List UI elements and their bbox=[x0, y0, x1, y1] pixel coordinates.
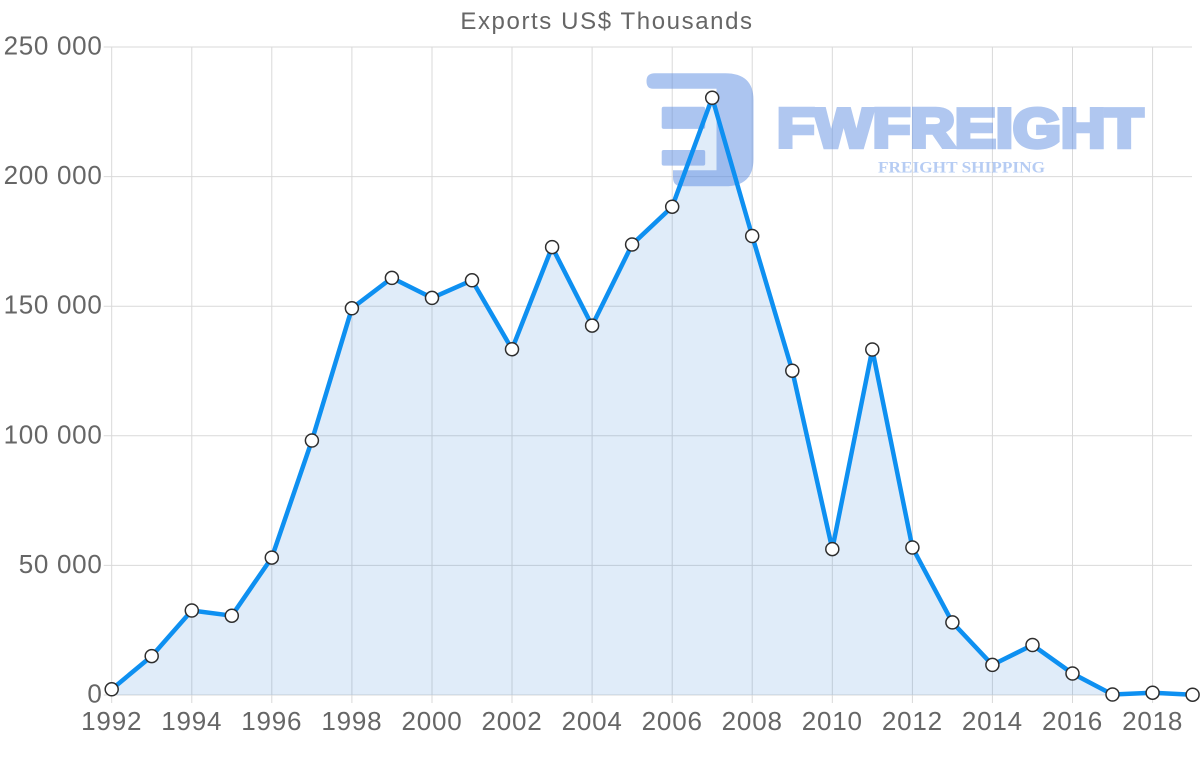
svg-text:2012: 2012 bbox=[882, 706, 943, 736]
svg-text:1992: 1992 bbox=[81, 706, 142, 736]
svg-text:2014: 2014 bbox=[962, 706, 1023, 736]
svg-text:2016: 2016 bbox=[1042, 706, 1103, 736]
svg-text:2006: 2006 bbox=[642, 706, 703, 736]
svg-text:2000: 2000 bbox=[401, 706, 462, 736]
svg-text:2008: 2008 bbox=[722, 706, 783, 736]
svg-text:2010: 2010 bbox=[802, 706, 863, 736]
svg-text:250 000: 250 000 bbox=[4, 31, 103, 61]
svg-text:50 000: 50 000 bbox=[19, 549, 103, 579]
svg-text:2002: 2002 bbox=[481, 706, 542, 736]
svg-text:200 000: 200 000 bbox=[4, 160, 103, 190]
svg-text:1996: 1996 bbox=[241, 706, 302, 736]
svg-text:100 000: 100 000 bbox=[4, 419, 103, 449]
svg-text:1998: 1998 bbox=[321, 706, 382, 736]
svg-text:150 000: 150 000 bbox=[4, 290, 103, 320]
svg-text:FREIGHT SHIPPING: FREIGHT SHIPPING bbox=[878, 160, 1045, 177]
svg-text:2004: 2004 bbox=[562, 706, 623, 736]
svg-text:2018: 2018 bbox=[1122, 706, 1183, 736]
svg-text:Exports US$ Thousands: Exports US$ Thousands bbox=[460, 8, 753, 35]
svg-text:0: 0 bbox=[87, 679, 102, 709]
svg-text:FWFREIGHT: FWFREIGHT bbox=[777, 97, 1143, 159]
svg-text:1994: 1994 bbox=[161, 706, 222, 736]
